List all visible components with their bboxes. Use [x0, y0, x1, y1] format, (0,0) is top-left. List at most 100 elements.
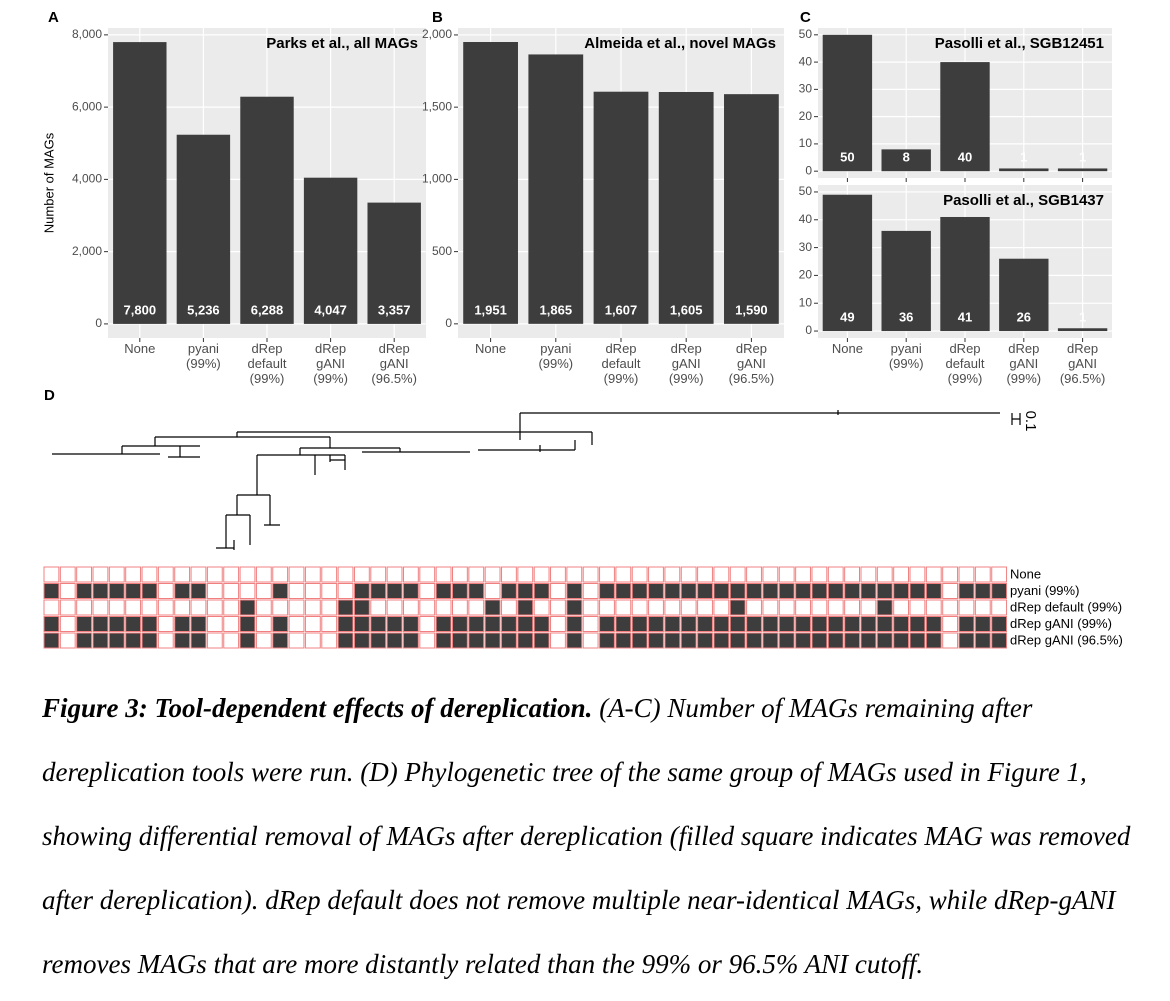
- heatmap-cell: [599, 616, 615, 632]
- bar: [940, 216, 990, 332]
- x-tick-label-line: (99%): [948, 371, 983, 386]
- heatmap-cell: [729, 583, 746, 599]
- x-tick-label-line: pyani: [891, 341, 922, 356]
- heatmap-cell: [452, 566, 468, 583]
- heatmap-cell: [778, 583, 795, 599]
- y-tick-label: 4,000: [72, 172, 102, 186]
- y-tick-label: 30: [799, 240, 813, 254]
- heatmap-cell: [925, 632, 942, 649]
- value-label: 6,288: [251, 302, 284, 317]
- x-tick-label-line: dRep: [605, 341, 636, 356]
- x-tick-label: dRep gANI (96.5%): [1060, 341, 1106, 386]
- heatmap-cell: [615, 566, 632, 583]
- heatmap-row-label: dRep gANI (96.5%): [1010, 633, 1123, 648]
- heatmap-cell: [435, 599, 452, 616]
- heatmap-row-label: pyani (99%): [1010, 583, 1079, 598]
- heatmap-cell: [76, 583, 93, 599]
- heatmap-cell: [108, 599, 125, 616]
- x-tick-label-line: gANI: [737, 356, 766, 371]
- heatmap-cell: [550, 616, 566, 632]
- y-tick-label: 2,000: [422, 27, 452, 41]
- value-label: 40: [958, 150, 972, 165]
- heatmap-cell: [778, 566, 795, 583]
- heatmap-cell: [746, 616, 762, 632]
- x-tick-label-line: dRep: [736, 341, 767, 356]
- bar: [1057, 328, 1108, 332]
- heatmap-cell: [370, 632, 387, 649]
- heatmap-cell: [648, 599, 664, 616]
- heatmap-cell: [174, 583, 191, 599]
- heatmap-cell: [452, 616, 468, 632]
- heatmap-cell: [909, 616, 926, 632]
- heatmap-cell: [795, 632, 811, 649]
- chart-title: Parks et al., all MAGs: [266, 35, 418, 52]
- heatmap-cell: [762, 616, 779, 632]
- heatmap-cell: [974, 599, 991, 616]
- x-tick-label-line: gANI: [1009, 356, 1038, 371]
- heatmap-cell: [206, 566, 223, 583]
- heatmap-cell: [827, 583, 844, 599]
- heatmap-cell: [876, 599, 893, 616]
- heatmap-cell: [370, 599, 387, 616]
- x-tick-label-line: dRep: [671, 341, 702, 356]
- heatmap-cell: [729, 632, 746, 649]
- heatmap-cell: [370, 566, 387, 583]
- heatmap-cell: [844, 583, 860, 599]
- heatmap-cell: [59, 632, 76, 649]
- heatmap-cell: [893, 566, 910, 583]
- heatmap-cell: [190, 566, 207, 583]
- y-tick-label: 1,000: [422, 172, 452, 186]
- heatmap-cell: [680, 583, 697, 599]
- heatmap-cell: [942, 583, 959, 599]
- heatmap-cell: [827, 616, 844, 632]
- heatmap-cell: [108, 583, 125, 599]
- heatmap-cell: [697, 632, 713, 649]
- heatmap-cell: [304, 583, 321, 599]
- bar: [822, 34, 873, 172]
- x-tick-label: pyani (99%): [538, 341, 573, 371]
- heatmap-cell: [958, 632, 975, 649]
- heatmap-cell: [337, 632, 354, 649]
- x-tick-label-line: (99%): [186, 356, 221, 371]
- heatmap-cell: [223, 632, 240, 649]
- heatmap-cell: [860, 632, 877, 649]
- x-tick-label-line: pyani: [188, 341, 219, 356]
- heatmap-cell: [239, 583, 256, 599]
- bar: [113, 42, 167, 324]
- heatmap-cell: [566, 566, 583, 583]
- heatmap-cell: [991, 566, 1008, 583]
- scale-label: 0.1: [1022, 411, 1039, 432]
- heatmap-cell: [206, 583, 223, 599]
- heatmap-cell: [811, 566, 828, 583]
- heatmap-cell: [321, 632, 338, 649]
- heatmap-cell: [844, 599, 860, 616]
- heatmap-cell: [92, 616, 109, 632]
- heatmap-cell: [43, 566, 60, 583]
- heatmap-cell: [321, 616, 338, 632]
- value-label: 1,607: [605, 302, 638, 317]
- heatmap-cell: [893, 616, 910, 632]
- heatmap-cell: [713, 566, 730, 583]
- heatmap-cell: [59, 566, 76, 583]
- y-tick-label: 10: [799, 136, 813, 150]
- heatmap-cell: [157, 632, 174, 649]
- value-label: 3,357: [378, 302, 411, 317]
- heatmap-cell: [272, 616, 289, 632]
- heatmap-cell: [501, 599, 517, 616]
- bar: [999, 258, 1049, 332]
- heatmap-cell: [827, 599, 844, 616]
- heatmap-cell: [288, 632, 305, 649]
- heatmap-cell: [533, 566, 550, 583]
- heatmap-cell: [288, 583, 305, 599]
- x-tick-label-line: gANI: [1068, 356, 1097, 371]
- heatmap-cell: [827, 566, 844, 583]
- heatmap-cell: [43, 632, 60, 649]
- heatmap-cell: [125, 599, 142, 616]
- value-label: 1,605: [670, 302, 703, 317]
- heatmap-row-label: dRep default (99%): [1010, 600, 1122, 615]
- heatmap-cell: [402, 583, 419, 599]
- heatmap-cell: [550, 632, 566, 649]
- value-label: 50: [840, 150, 854, 165]
- heatmap-cell: [206, 632, 223, 649]
- y-tick-label: 0: [445, 316, 452, 330]
